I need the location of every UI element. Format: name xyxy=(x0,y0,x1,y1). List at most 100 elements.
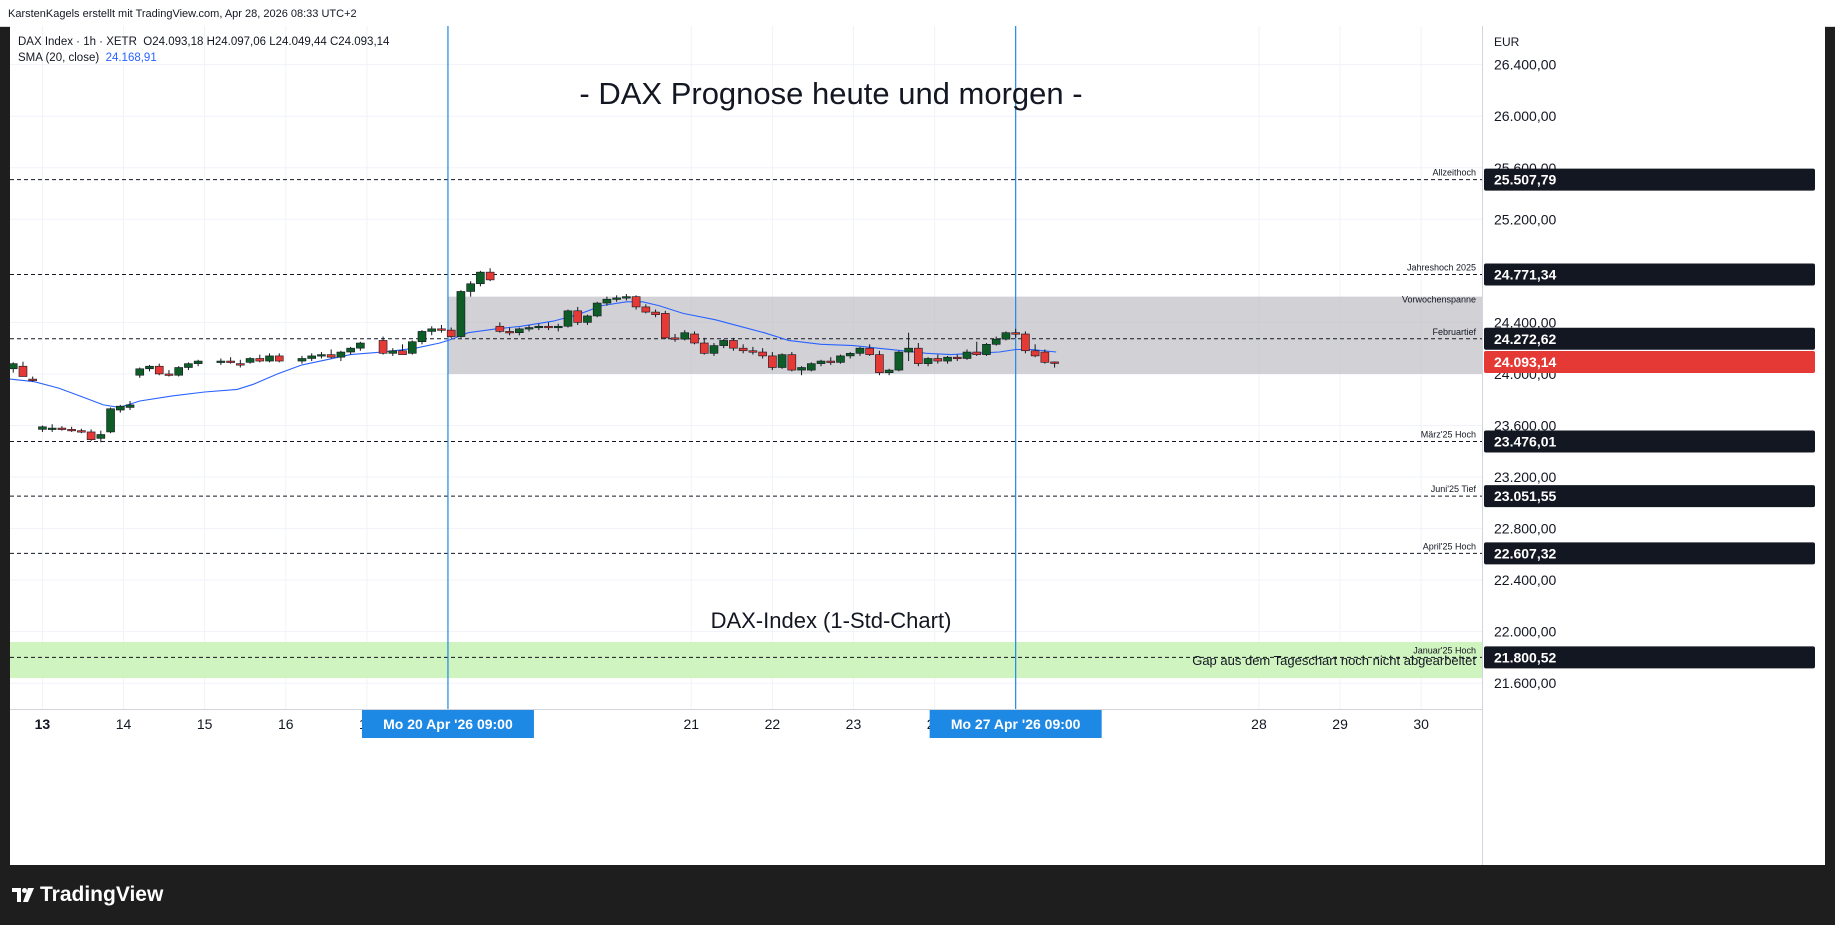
candle-body xyxy=(388,350,398,354)
candle xyxy=(193,359,203,367)
candle xyxy=(1040,349,1050,364)
candle-body xyxy=(563,310,573,327)
candle-body xyxy=(865,347,874,355)
chart-frame[interactable]: - DAX Prognose heute und morgen - DAX-Ind… xyxy=(10,26,1825,865)
candle xyxy=(18,361,28,377)
level-price-text: 23.476,01 xyxy=(1494,433,1556,449)
candle xyxy=(154,363,164,376)
time-axis: 131415161721222324282930Mo 20 Apr '26 09… xyxy=(10,709,1482,865)
candle-body xyxy=(1050,361,1059,364)
candle xyxy=(1021,331,1030,354)
candle-body xyxy=(515,328,524,334)
candle-body xyxy=(592,302,602,317)
candle xyxy=(378,336,388,355)
candle-body xyxy=(1030,350,1040,357)
x-tick-label: 13 xyxy=(35,716,51,732)
candle xyxy=(651,309,660,318)
candle xyxy=(836,354,845,364)
x-tick-label: 30 xyxy=(1413,716,1429,732)
level-price-text: 22.607,32 xyxy=(1494,545,1556,561)
candle-body xyxy=(145,365,154,370)
candle-body xyxy=(612,297,621,300)
time-axis-bg xyxy=(10,709,1482,865)
candle xyxy=(670,333,680,342)
candle xyxy=(768,352,777,371)
candle xyxy=(10,362,18,373)
candle xyxy=(417,330,427,345)
candle xyxy=(317,352,326,359)
candle xyxy=(1011,328,1020,338)
candle xyxy=(47,424,57,432)
candle-body xyxy=(875,354,884,373)
marker-date-tag xyxy=(929,710,1102,738)
candle-body xyxy=(18,365,28,377)
candle-body xyxy=(106,408,115,433)
tradingview-icon xyxy=(12,888,34,902)
candle xyxy=(583,314,592,325)
x-tick-label: 14 xyxy=(116,716,132,732)
candle xyxy=(174,366,183,377)
candle xyxy=(57,426,67,431)
candle-body xyxy=(476,271,485,285)
candle xyxy=(943,355,952,364)
candle xyxy=(952,354,962,362)
candle xyxy=(67,426,76,432)
candle-body xyxy=(631,296,641,308)
candle-body xyxy=(943,356,952,362)
level-label: Allzeithoch xyxy=(1432,168,1476,178)
attribution-text: KarstenKagels erstellt mit TradingView.c… xyxy=(8,8,357,20)
candle xyxy=(245,357,255,364)
candle-body xyxy=(86,431,96,440)
candle xyxy=(972,341,982,356)
candle-body xyxy=(758,351,767,357)
candle xyxy=(845,352,855,359)
candle xyxy=(274,353,284,363)
candle xyxy=(326,349,336,359)
candle xyxy=(787,352,797,372)
level-price-text: 24.272,62 xyxy=(1494,331,1556,347)
candle xyxy=(699,337,709,355)
candle xyxy=(456,290,466,338)
candle xyxy=(544,322,553,331)
x-tick-label: 28 xyxy=(1251,716,1267,732)
candle xyxy=(982,343,991,356)
candle-body xyxy=(524,327,534,330)
candle-body xyxy=(164,373,174,376)
candle-body xyxy=(346,347,355,353)
candle-body xyxy=(806,363,816,371)
candle-body xyxy=(274,355,284,362)
candle xyxy=(437,324,446,333)
legend-ohlc: O24.093,18 H24.097,06 L24.049,44 C24.093… xyxy=(143,36,390,48)
candle xyxy=(86,429,96,441)
candle xyxy=(719,339,728,349)
candle-body xyxy=(1011,332,1020,335)
candle xyxy=(1001,331,1011,341)
y-tick-label: 26.400,00 xyxy=(1494,57,1556,73)
candle-body xyxy=(553,325,563,329)
level-label: Juni'25 Tief xyxy=(1431,484,1477,494)
candle-body xyxy=(427,328,437,332)
x-tick-label: 15 xyxy=(197,716,213,732)
price-axis: EUR 21.600,00 22.000,00 22.400,00 22.800,00 2… xyxy=(1482,26,1825,865)
candle xyxy=(661,310,670,340)
zones xyxy=(10,296,1482,679)
marker-date-tag xyxy=(361,710,534,738)
candle xyxy=(923,357,933,367)
candle-body xyxy=(398,350,407,355)
footer-bar xyxy=(0,865,1835,925)
candle-body xyxy=(797,367,806,371)
level-label: Februartief xyxy=(1432,327,1476,337)
candle xyxy=(255,354,265,363)
candle-body xyxy=(972,351,982,355)
legend-symbol: DAX Index · 1h · XETR xyxy=(18,36,137,48)
tradingview-logo[interactable]: TradingView xyxy=(12,883,163,907)
candle xyxy=(524,324,534,332)
attribution-bar: KarstenKagels erstellt mit TradingView.c… xyxy=(0,0,1835,27)
axis-currency: EUR xyxy=(1494,35,1520,49)
y-tick-label: 24.400,00 xyxy=(1494,314,1556,330)
candle-body xyxy=(602,298,612,304)
chart-svg[interactable]: - DAX Prognose heute und morgen - DAX-Ind… xyxy=(10,26,1825,865)
candle-body xyxy=(544,325,553,329)
y-tick-label: 26.000,00 xyxy=(1494,108,1556,124)
y-tick-label: 25.200,00 xyxy=(1494,211,1556,227)
